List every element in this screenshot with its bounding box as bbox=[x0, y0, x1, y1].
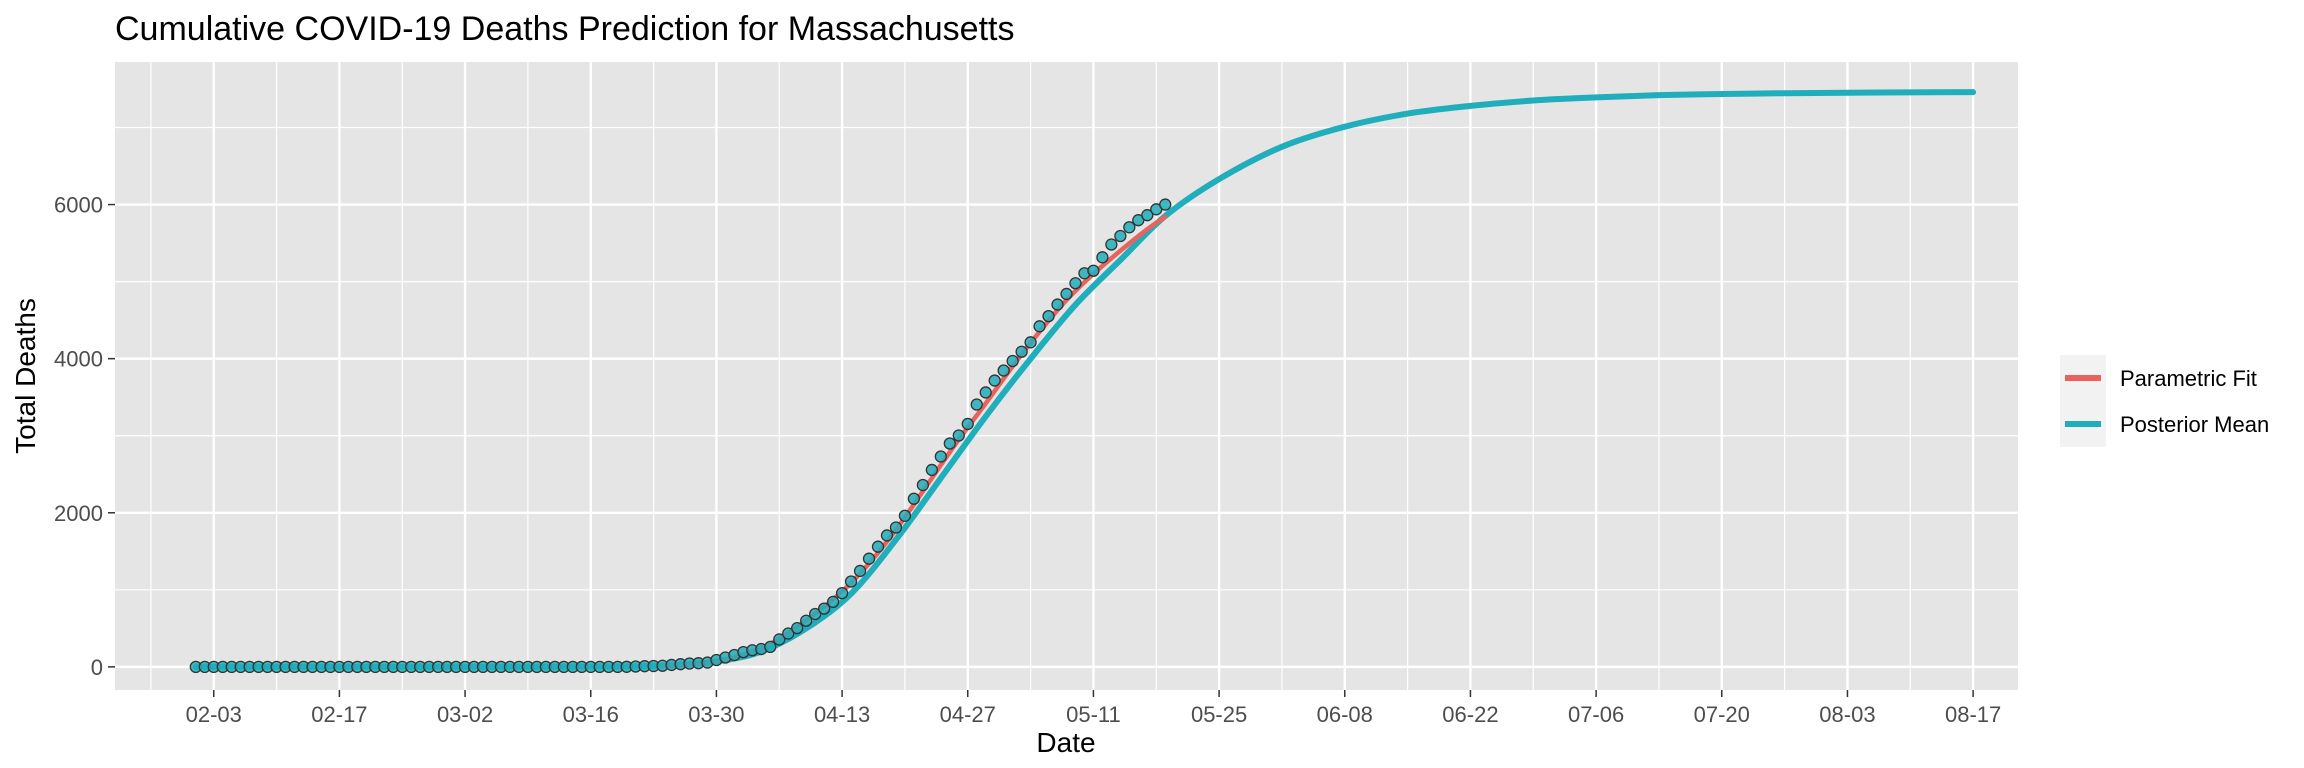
observed-point bbox=[1105, 238, 1118, 251]
observed-point bbox=[791, 621, 804, 635]
observed-point bbox=[773, 633, 786, 646]
observed-points bbox=[189, 198, 1172, 674]
legend-key-background bbox=[2060, 355, 2106, 447]
x-tick-label: 02-17 bbox=[311, 702, 367, 727]
observed-point bbox=[988, 374, 1001, 387]
observed-point bbox=[898, 509, 912, 522]
observed-point bbox=[970, 398, 983, 411]
observed-point bbox=[1096, 251, 1109, 264]
observed-point bbox=[800, 614, 813, 627]
observed-point bbox=[880, 529, 894, 542]
observed-point bbox=[1024, 336, 1037, 349]
x-tick-label: 05-11 bbox=[1066, 702, 1121, 727]
plot-panel bbox=[115, 62, 2018, 690]
observed-point bbox=[889, 521, 903, 534]
y-tick-label: 0 bbox=[91, 655, 103, 680]
observed-point bbox=[1087, 264, 1100, 277]
y-axis-ticks: 0 2000 4000 6000 bbox=[54, 193, 115, 680]
observed-point bbox=[844, 575, 858, 588]
x-tick-label: 06-08 bbox=[1317, 702, 1373, 727]
x-tick-label: 07-20 bbox=[1694, 702, 1750, 727]
observed-point bbox=[1114, 229, 1127, 243]
y-tick-label: 6000 bbox=[54, 193, 103, 218]
x-tick-label: 06-22 bbox=[1442, 702, 1498, 727]
observed-point bbox=[952, 429, 965, 442]
x-tick-label: 02-03 bbox=[186, 702, 242, 727]
observed-point bbox=[1159, 198, 1172, 211]
legend-label-parametric-fit: Parametric Fit bbox=[2120, 366, 2257, 391]
observed-point bbox=[871, 540, 885, 553]
y-tick-label: 4000 bbox=[54, 347, 103, 372]
x-tick-label: 08-17 bbox=[1945, 702, 2001, 727]
x-tick-label: 03-16 bbox=[563, 702, 619, 727]
observed-point bbox=[1060, 287, 1073, 301]
observed-point bbox=[1069, 277, 1082, 290]
observed-point bbox=[1141, 209, 1154, 222]
y-tick-label: 2000 bbox=[54, 501, 103, 526]
observed-point bbox=[961, 417, 974, 431]
observed-point bbox=[862, 552, 876, 565]
legend: Parametric Fit Posterior Mean bbox=[2060, 355, 2269, 447]
observed-point bbox=[764, 640, 777, 653]
observed-point bbox=[853, 564, 867, 578]
observed-point bbox=[907, 492, 921, 505]
minor-gridlines bbox=[115, 62, 2018, 690]
observed-point bbox=[1015, 345, 1028, 358]
observed-point bbox=[925, 463, 939, 477]
x-tick-label: 03-02 bbox=[437, 702, 493, 727]
observed-point bbox=[1051, 298, 1064, 311]
x-axis-ticks: 02-03 02-17 03-02 03-16 03-30 04-13 04-27 05-11… bbox=[186, 690, 2001, 727]
observed-point bbox=[826, 595, 840, 608]
observed-point bbox=[809, 607, 822, 621]
chart-title: Cumulative COVID-19 Deaths Prediction fo… bbox=[115, 10, 1014, 48]
x-tick-label: 07-06 bbox=[1568, 702, 1624, 727]
legend-label-posterior-mean: Posterior Mean bbox=[2120, 412, 2269, 437]
y-axis-title: Total Deaths bbox=[10, 298, 41, 454]
observed-point bbox=[835, 586, 849, 600]
x-axis-title: Date bbox=[1036, 727, 1095, 758]
x-tick-label: 05-25 bbox=[1191, 702, 1247, 727]
x-tick-label: 04-27 bbox=[940, 702, 996, 727]
observed-point bbox=[1033, 320, 1046, 333]
x-tick-label: 08-03 bbox=[1819, 702, 1875, 727]
observed-point bbox=[979, 386, 992, 399]
observed-point bbox=[997, 364, 1010, 377]
x-tick-label: 04-13 bbox=[814, 702, 870, 727]
observed-point bbox=[943, 437, 956, 450]
observed-point bbox=[1123, 221, 1136, 234]
observed-point bbox=[916, 478, 930, 492]
major-gridlines bbox=[115, 62, 2018, 690]
observed-point bbox=[1042, 309, 1055, 323]
x-tick-label: 03-30 bbox=[688, 702, 744, 727]
observed-point bbox=[817, 602, 831, 615]
observed-point bbox=[782, 627, 795, 640]
observed-point bbox=[1006, 354, 1019, 368]
observed-point bbox=[934, 450, 947, 463]
